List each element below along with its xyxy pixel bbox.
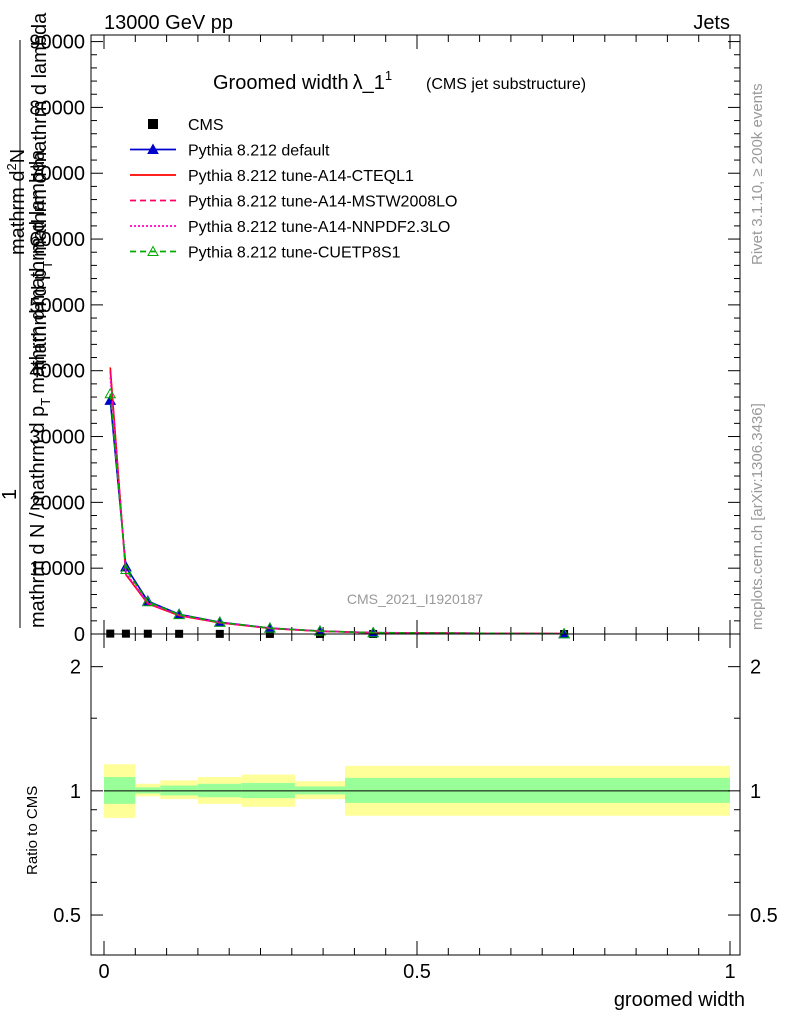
ylabel-one: 1 bbox=[0, 489, 21, 500]
ratio-ytick-label: 0.5 bbox=[53, 905, 81, 927]
ylabel-top-fraction: mathrm d2N bbox=[4, 149, 29, 255]
mcplots-label: mcplots.cern.ch [arXiv:1306.3436] bbox=[749, 403, 766, 630]
main-series bbox=[104, 367, 570, 639]
series-marker bbox=[104, 387, 117, 399]
legend-label: Pythia 8.212 tune-A14-NNPDF2.3LO bbox=[188, 219, 450, 236]
series-line bbox=[109, 377, 565, 635]
main-ylabel: mathrm d2N mathrm d pTmathrm dmathrm d l… bbox=[0, 12, 55, 628]
chart-title-text: Groomed width bbox=[213, 72, 349, 94]
header-energy-label: 13000 GeV pp bbox=[104, 12, 233, 34]
chart-subtitle: (CMS jet substructure) bbox=[426, 76, 586, 93]
main-ytick-label: 60000 bbox=[29, 229, 85, 251]
series-marker bbox=[141, 595, 154, 607]
legend-label: Pythia 8.212 tune-A14-CTEQL1 bbox=[188, 168, 414, 185]
ratio-ytick-label: 2 bbox=[70, 657, 81, 679]
series-line bbox=[109, 393, 565, 635]
chart-title-math: λ_1 bbox=[353, 72, 385, 94]
main-plot: 0 10000 20000 30000 40000 50000 60000 70000 8000… bbox=[29, 32, 741, 646]
legend-marker bbox=[147, 143, 159, 154]
legend-label: CMS bbox=[188, 117, 224, 134]
main-ytick-label: 50000 bbox=[29, 295, 85, 317]
series-1 bbox=[104, 394, 570, 639]
ratio-xlabel: groomed width bbox=[614, 989, 745, 1011]
series-line bbox=[109, 370, 565, 635]
main-ytick-label: 0 bbox=[74, 624, 85, 646]
legend-entry-3: Pythia 8.212 tune-A14-MSTW2008LO bbox=[130, 194, 457, 211]
series-5 bbox=[104, 387, 570, 639]
series-marker bbox=[264, 622, 276, 633]
series-marker bbox=[173, 608, 185, 620]
legend-label: Pythia 8.212 tune-CUETP8S1 bbox=[188, 245, 401, 262]
series-marker bbox=[558, 627, 570, 639]
main-x-ticks bbox=[103, 35, 731, 634]
series-4 bbox=[109, 377, 565, 635]
series-line bbox=[109, 400, 565, 635]
series-marker bbox=[120, 563, 132, 574]
main-ytick-label: 80000 bbox=[29, 97, 85, 119]
ylabel-bottom-denominator: mathrm d N / mathrm d pTmathrm dmathrm d… bbox=[27, 149, 53, 628]
series-line bbox=[109, 367, 565, 635]
analysis-watermark: CMS_2021_I1920187 bbox=[347, 591, 483, 607]
ratio-xtick-label: 0 bbox=[98, 961, 109, 983]
legend-marker bbox=[147, 245, 159, 256]
series-marker bbox=[213, 616, 226, 627]
series-2 bbox=[109, 367, 565, 635]
ratio-ytick-label-right: 1 bbox=[750, 781, 761, 803]
ratio-xtick-label: 1 bbox=[724, 961, 735, 983]
legend-entry-2: Pythia 8.212 tune-A14-CTEQL1 bbox=[130, 168, 414, 185]
main-ytick-label: 30000 bbox=[29, 427, 85, 449]
ratio-plot: 0.5 0.51 12 2 0 0.5 1 Ratio to CMS groomed wi… bbox=[24, 633, 778, 1011]
legend-entry-1: Pythia 8.212 default bbox=[130, 143, 330, 160]
chart-title: Groomed width λ_11 bbox=[213, 68, 392, 94]
ratio-y-axis: 0.5 0.5 1 1 2 2 bbox=[53, 657, 778, 927]
legend-label: Pythia 8.212 tune-A14-MSTW2008LO bbox=[188, 194, 457, 211]
series-3 bbox=[109, 370, 565, 635]
ratio-ytick-label-right: 0.5 bbox=[750, 905, 778, 927]
ratio-plot-frame bbox=[90, 633, 741, 956]
main-y-axis: 0 10000 20000 30000 40000 50000 60000 70000 8000… bbox=[29, 32, 740, 646]
ratio-x-axis: 0 0.5 1 bbox=[98, 634, 736, 983]
ratio-ytick-label-right: 2 bbox=[750, 657, 761, 679]
ratio-xtick-label: 0.5 bbox=[403, 961, 431, 983]
ratio-ytick-label: 1 bbox=[70, 781, 81, 803]
series-marker bbox=[367, 626, 380, 638]
chart-title-sup: 1 bbox=[385, 68, 392, 83]
legend-entry-5: Pythia 8.212 tune-CUETP8S1 bbox=[130, 245, 401, 262]
legend: CMS Pythia 8.212 default Pythia 8.212 tune… bbox=[130, 117, 457, 262]
header-jets-label: Jets bbox=[693, 12, 730, 34]
main-ytick-label: 10000 bbox=[29, 558, 85, 580]
legend-swatch bbox=[148, 119, 158, 129]
series-marker bbox=[314, 625, 326, 636]
main-ytick-label: 70000 bbox=[29, 163, 85, 185]
main-ytick-label: 40000 bbox=[29, 361, 85, 383]
rivet-label: Rivet 3.1.10, ≥ 200k events bbox=[749, 83, 766, 265]
ylabel-mid-denominator: mathrm d pTmathrm dmathrm d lambda bbox=[29, 12, 55, 370]
main-ytick-label: 20000 bbox=[29, 492, 85, 514]
legend-entry-0: CMS bbox=[148, 117, 224, 134]
legend-entry-4: Pythia 8.212 tune-A14-NNPDF2.3LO bbox=[130, 219, 450, 236]
ratio-ylabel: Ratio to CMS bbox=[24, 786, 41, 875]
legend-label: Pythia 8.212 default bbox=[188, 143, 330, 160]
main-ytick-label: 90000 bbox=[29, 32, 85, 54]
